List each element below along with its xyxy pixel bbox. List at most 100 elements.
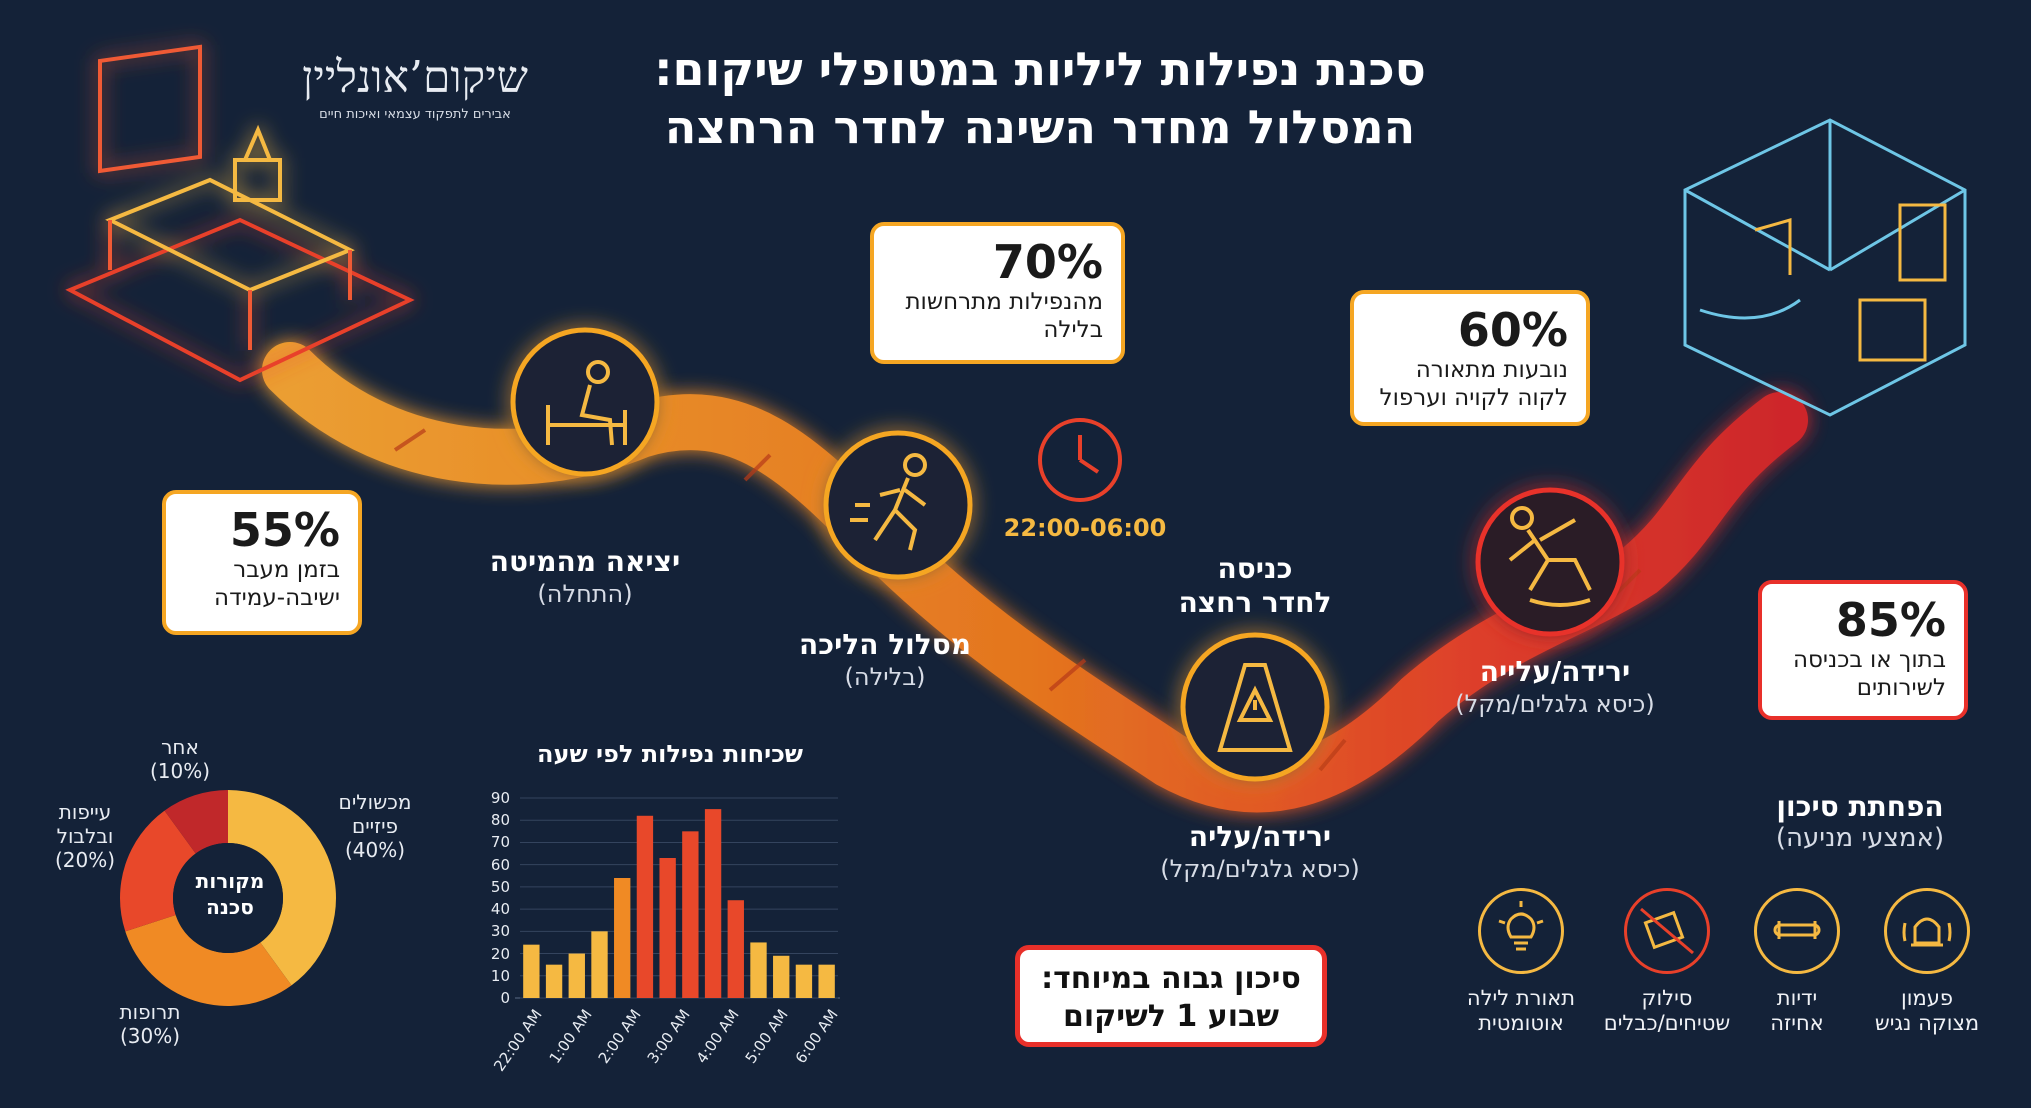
donut-other-l1: אחר [161,735,199,759]
stat-60-line2: לקוה לקויה וערפול [1379,385,1568,411]
donut-obstacles-l1: מכשולים [338,790,412,814]
warning-line-1: סיכון גבוה במיוחד: [1041,961,1301,996]
bed-icon [65,44,415,383]
prevention-heading: הפחתת סיכון (אמצעי מניעה) [1740,790,1980,853]
prevention-alarm-l1: פעמון [1901,986,1953,1010]
prevention-grab-l1: ידיות [1776,986,1818,1010]
donut-center: מקורות סכנה [185,868,275,920]
bar-chart-bars [520,797,838,999]
donut-label-medications: תרופות (30%) [100,1000,200,1048]
stage-label-exit-bed: יציאה מהמיטה (התחלה) [460,545,710,609]
bar-chart-y-tick: 0 [500,989,510,1007]
bar-chart-y-tick: 40 [490,900,510,919]
night-time-range: 22:00-06:00 [1003,514,1167,542]
prevention-item-alarm: פעמון מצוקה נגיש [1862,888,1992,1036]
bar-chart-bar [523,944,540,998]
bar-chart-y-tick: 90 [490,789,510,807]
stage-exit-bed-main: יציאה מהמיטה [489,545,681,578]
donut-label-other: אחר (10%) [130,735,230,783]
bar-chart-bar [795,964,813,998]
donut-center-line1: מקורות [195,869,265,893]
stage-down-up-high-sub: (כיסא גלגלים/מקל) [1455,690,1655,718]
title-line-2: המסלול מחדר השינה לחדר הרחצה [664,100,1416,154]
donut-chart [119,790,336,1006]
stage-label-down-up-low: ירידה/עליה (כיסא גלגלים/מקל) [1125,820,1395,884]
stage-enter-bathroom-main: כניסה [1217,552,1293,585]
bar-chart-y-tick: 20 [490,944,510,963]
stage-down-up-low-sub: (כיסא גלגלים/מקל) [1160,855,1360,883]
bar-chart-y-tick: 30 [490,922,510,941]
donut-slice [164,790,228,854]
stat-bubble-70: 70% מהנפילות מתרחשות בלילה [870,222,1125,364]
prevention-light-l1: תאורת לילה [1466,986,1576,1010]
bar-chart-bar [568,953,585,998]
stat-85-line2: לשירותים [1856,675,1946,701]
stat-70-line2: בלילה [1043,317,1103,343]
logo: שיקום’אונליין אבירים לתפקוד עצמאי ואיכות… [290,52,540,122]
bar-chart-bar [682,831,699,998]
bar-chart-bar [545,964,563,998]
bar-chart-y-tick: 50 [490,877,510,896]
bar-chart-bar [773,955,790,998]
prevention-title: הפחתת סיכון [1776,790,1944,823]
stat-55-line1: בזמן מעבר [233,557,340,583]
stat-85-value: 85% [1835,593,1946,647]
bar-chart-y-tick: 10 [490,966,510,985]
bar-chart-y-tick: 70 [490,833,510,852]
donut-meds-l1: תרופות [119,1000,181,1024]
donut-hole [173,843,283,953]
bar-chart-bar [591,931,608,998]
lightbulb-icon [1478,888,1564,974]
donut-slice [228,790,336,986]
bar-chart-bar [727,900,744,998]
stage-down-up-low-main: ירידה/עליה [1188,820,1332,853]
donut-obstacles-l3: (40%) [344,838,406,862]
donut-label-fatigue: עייפות ובלבול (20%) [35,800,135,872]
stat-70-value: 70% [992,235,1103,289]
stat-55-value: 55% [229,503,340,557]
wet-floor-sign-icon [1217,663,1293,752]
prevention-subtitle: (אמצעי מניעה) [1775,823,1945,853]
stage-label-down-up-high: ירידה/עלייה (כיסא גלגלים/מקל) [1420,655,1690,719]
bar-chart-bar [750,942,767,998]
stat-bubble-55: 55% בזמן מעבר ישיבה-עמידה [162,490,362,635]
warning-line-2: שבוע 1 לשיקום [1062,999,1280,1034]
stage-walk-main: מסלול הליכה [798,628,972,661]
prevention-alarm-l2: מצוקה נגיש [1874,1011,1980,1035]
donut-fatigue-l1: עייפות [58,800,112,824]
page-title: סכנת נפילות ליליות במטופלי שיקום: המסלול… [560,40,1520,156]
prevention-item-night-light: תאורת לילה אוטומטית [1456,888,1586,1036]
donut-label-obstacles: מכשולים פיזיים (40%) [325,790,425,862]
stat-60-value: 60% [1457,303,1568,357]
donut-meds-l2: (30%) [119,1024,181,1048]
stat-70-line1: מהנפילות מתרחשות [905,289,1103,315]
donut-fatigue-l3: (20%) [54,848,116,872]
donut-obstacles-l2: פיזיים [351,814,399,838]
bar-chart-bar [818,964,835,998]
logo-tagline: אבירים לתפקוד עצמאי ואיכות חיים [319,107,511,122]
donut-slice [125,914,292,1006]
bar-chart-title: שכיחות נפילות לפי שעה [537,740,803,768]
stat-60-line1: נובעות מתאורה [1415,357,1568,383]
bar-chart-y-tick: 60 [490,855,510,874]
stat-85-line1: בתוך או בכניסה [1792,647,1946,673]
stage-down-up-high-main: ירידה/עלייה [1479,655,1631,688]
stage-walk-sub: (בלילה) [844,663,926,691]
high-risk-warning: סיכון גבוה במיוחד: שבוע 1 לשיקום [1015,945,1327,1047]
title-line-1: סכנת נפילות ליליות במטופלי שיקום: [654,42,1426,96]
person-sitting-bed-icon [546,360,627,446]
bathroom-icon [1683,118,1967,417]
stage-exit-bed-sub: (התחלה) [537,580,633,608]
donut-other-l2: (10%) [149,759,211,783]
stage-label-walk: מסלול הליכה (בלילה) [760,628,1010,692]
bar-chart-bar [659,858,676,998]
alarm-bell-icon [1884,888,1970,974]
donut-slice [119,810,196,932]
stat-bubble-60: 60% נובעות מתאורה לקוה לקויה וערפול [1350,290,1590,426]
prevention-grab-l2: אחיזה [1770,1011,1824,1035]
prevention-item-grab-bar: ידיות אחיזה [1732,888,1862,1036]
no-rugs-icon [1624,888,1710,974]
clock-icon [1038,418,1122,502]
prevention-rugs-l1: סילוק [1641,986,1693,1010]
